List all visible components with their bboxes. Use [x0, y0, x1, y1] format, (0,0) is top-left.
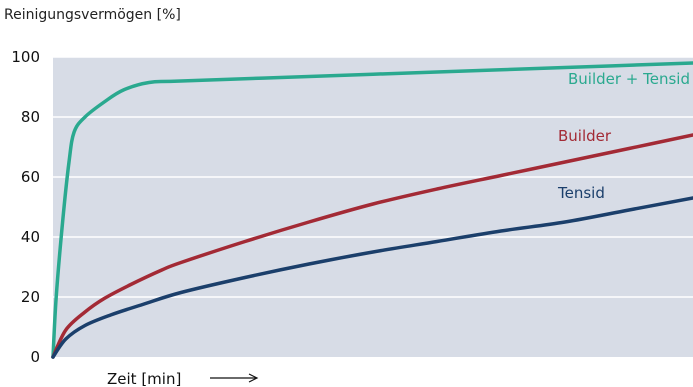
- series-line-builder: [51, 133, 693, 359]
- series-line-tensid: [51, 196, 693, 359]
- series-lines: [51, 61, 693, 359]
- y-axis-label: Reinigungsvermögen [%]: [4, 7, 181, 23]
- series-label-tensid: Tensid: [557, 184, 605, 202]
- y-tick-label-40: 40: [21, 228, 40, 246]
- x-axis: Zeit [min]: [107, 370, 259, 387]
- plot-area: [53, 57, 693, 357]
- series-line-builder-tensid: [51, 61, 693, 359]
- y-tick-label-0: 0: [30, 348, 40, 366]
- y-tick-label-80: 80: [21, 108, 40, 126]
- y-tick-label-60: 60: [21, 168, 40, 186]
- x-axis-arrow-icon: [210, 373, 259, 383]
- series-labels: Builder + Tensid Builder Tensid: [557, 70, 690, 202]
- x-axis-label: Zeit [min]: [107, 370, 181, 387]
- series-label-builder-tensid: Builder + Tensid: [568, 70, 690, 88]
- y-axis-ticks: 0 20 40 60 80 100: [11, 48, 40, 366]
- plot-background: [53, 57, 693, 357]
- y-tick-label-20: 20: [21, 288, 40, 306]
- series-label-builder: Builder: [558, 127, 612, 145]
- y-tick-label-100: 100: [11, 48, 40, 66]
- gridlines: [53, 56, 693, 298]
